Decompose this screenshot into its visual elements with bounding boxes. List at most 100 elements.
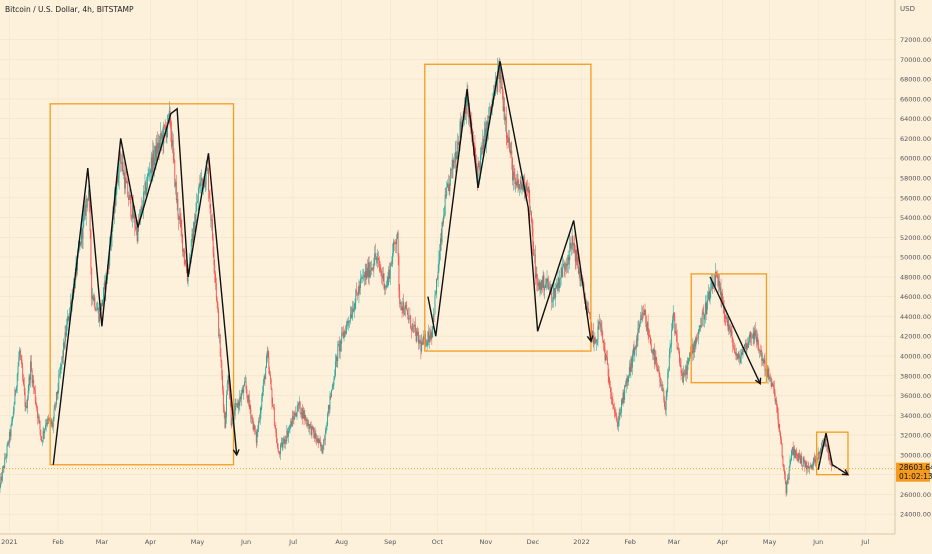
- candle-body: [811, 465, 812, 468]
- y-tick-label: 44000.00: [900, 313, 931, 321]
- candle-body: [269, 370, 270, 375]
- candle-body: [47, 423, 48, 424]
- candle-body: [201, 178, 202, 181]
- candle-body: [304, 411, 305, 419]
- candle-body: [279, 452, 280, 453]
- candle-body: [444, 215, 445, 216]
- candle-body: [454, 161, 455, 162]
- candle-body: [775, 393, 776, 402]
- candle-body: [830, 458, 831, 459]
- candle-body: [335, 361, 336, 375]
- candle-body: [36, 401, 37, 405]
- candle-body: [443, 215, 444, 223]
- candle-body: [152, 150, 153, 172]
- candle-body: [698, 333, 699, 338]
- candle-body: [412, 324, 413, 331]
- candle-body: [677, 348, 678, 349]
- candle-body: [608, 376, 609, 384]
- x-tick-label: Apr: [145, 538, 157, 546]
- candle-body: [92, 296, 93, 299]
- candle-body: [214, 265, 215, 273]
- candle-body: [804, 457, 805, 461]
- candle-body: [657, 367, 658, 372]
- candle-body: [230, 398, 231, 406]
- candle-body: [60, 367, 61, 374]
- candle-body: [770, 377, 771, 378]
- candle-body: [530, 211, 531, 212]
- candle-body: [54, 409, 55, 418]
- candle-body: [281, 443, 282, 445]
- candle-body: [83, 219, 84, 239]
- candle-body: [388, 269, 389, 276]
- bar-countdown: 01:02:13: [899, 472, 932, 481]
- candle-body: [248, 395, 249, 402]
- candle-body: [159, 141, 160, 149]
- candle-body: [288, 431, 289, 437]
- x-tick-label: Jun: [812, 538, 823, 546]
- candle-body: [442, 222, 443, 242]
- candle-body: [579, 269, 580, 273]
- candle-body: [500, 68, 501, 89]
- candle-body: [384, 286, 385, 289]
- candle-body: [341, 333, 342, 344]
- candle-body: [735, 348, 736, 353]
- candle-body: [665, 407, 666, 410]
- candle-body: [221, 356, 222, 362]
- y-tick-label: 32000.00: [900, 432, 931, 440]
- candle-body: [353, 309, 354, 312]
- candle-body: [350, 314, 351, 321]
- candle-body: [663, 390, 664, 391]
- candle-body: [153, 150, 154, 165]
- candle-body: [679, 351, 680, 362]
- candle-body: [32, 380, 33, 383]
- candle-body: [275, 428, 276, 433]
- candle-body: [540, 282, 541, 290]
- candle-body: [322, 450, 323, 453]
- candle-body: [221, 361, 222, 375]
- candle-body: [287, 431, 288, 437]
- candle-body: [177, 199, 178, 215]
- candle-body: [283, 438, 284, 443]
- candle-body: [518, 180, 519, 185]
- candle-body: [768, 369, 769, 379]
- candle-body: [366, 271, 367, 278]
- candle-body: [121, 162, 122, 163]
- candle-body: [673, 313, 674, 320]
- candle-body: [276, 433, 277, 443]
- candle-body: [478, 163, 479, 164]
- candle-body: [331, 390, 332, 397]
- candle-body: [558, 278, 559, 289]
- candle-body: [630, 367, 631, 372]
- candle-body: [775, 400, 776, 401]
- candle-body: [448, 183, 449, 184]
- candle-body: [561, 268, 562, 277]
- candle-body: [200, 181, 201, 186]
- candle-body: [709, 292, 710, 301]
- candle-body: [329, 396, 330, 409]
- y-tick-label: 68000.00: [900, 76, 931, 84]
- candle-body: [303, 411, 304, 419]
- candle-body: [688, 358, 689, 361]
- candle-body: [598, 326, 599, 340]
- candle-body: [391, 264, 392, 265]
- candle-body: [736, 354, 737, 356]
- candle-body: [21, 356, 22, 360]
- candle-body: [194, 222, 195, 232]
- candle-body: [369, 270, 370, 277]
- candle-body: [740, 357, 741, 363]
- candle-body: [621, 399, 622, 411]
- candle-body: [26, 406, 27, 408]
- candle-body: [594, 338, 595, 340]
- candle-body: [738, 353, 739, 359]
- candle-body: [217, 303, 218, 312]
- candle-body: [308, 424, 309, 429]
- x-tick-label: Nov: [480, 538, 493, 546]
- candle-body: [85, 205, 86, 216]
- candle-body: [224, 412, 225, 427]
- x-tick-label: Jun: [240, 538, 251, 546]
- candle-body: [386, 285, 387, 287]
- candle-body: [529, 187, 530, 198]
- candle-body: [546, 282, 547, 284]
